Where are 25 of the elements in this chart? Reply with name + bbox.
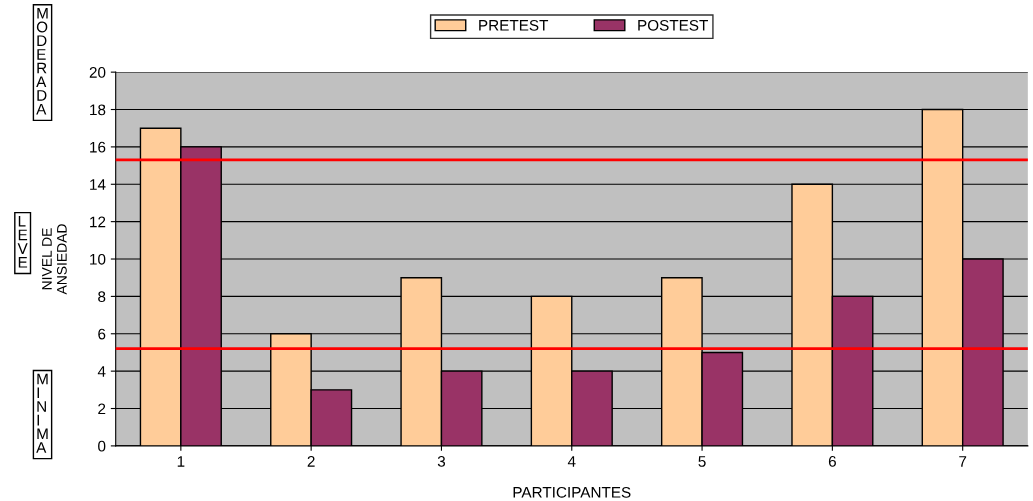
y-tick-label: 10 (90, 253, 106, 265)
x-tick-label: 4 (567, 456, 576, 467)
y-tick-label: 16 (90, 141, 106, 153)
y-tick-label: 8 (98, 291, 106, 303)
x-tick-label: 7 (959, 456, 967, 467)
x-tick-label: 1 (177, 456, 185, 467)
text: LEVE (17, 215, 28, 268)
y-tick-label: 14 (90, 179, 106, 190)
x-axis-title: PARTICIPANTES (513, 486, 631, 498)
y-tick-label: 4 (97, 366, 106, 377)
y-tick-label: 0 (98, 440, 106, 452)
legend-label: PRETEST (479, 19, 549, 31)
text: MODERADA (36, 8, 48, 115)
text: MINIMA (36, 373, 48, 453)
x-tick-label: 6 (828, 456, 836, 467)
y-tick-label: 6 (98, 328, 106, 340)
y-tick-label: 20 (89, 67, 106, 78)
y-tick-label: 12 (90, 216, 106, 228)
x-tick-label: 5 (698, 456, 706, 467)
legend-label: POSTEST (638, 19, 708, 31)
y-axis-title: NIVEL DE ANSIEDAD (42, 224, 67, 295)
y-tick-label: 2 (98, 403, 106, 415)
y-tick-label: 18 (90, 104, 106, 116)
x-tick-label: 2 (307, 456, 315, 467)
x-tick-label: 3 (437, 456, 446, 467)
